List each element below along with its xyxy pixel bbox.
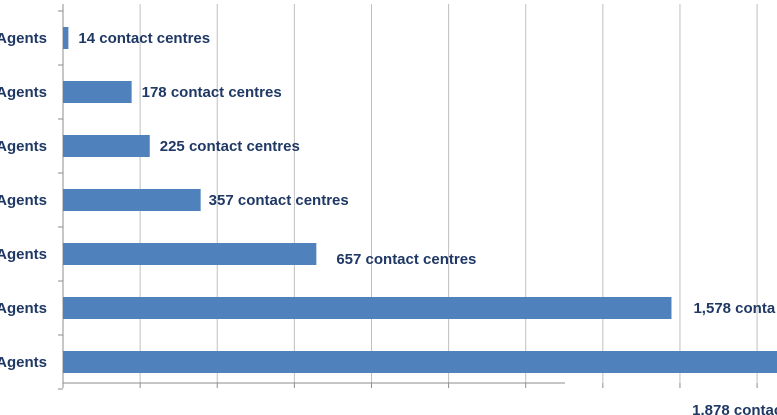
- data-label: 14 contact centres: [78, 30, 210, 47]
- data-label: 657 contact centres: [336, 251, 476, 268]
- bar: [63, 243, 317, 265]
- bar: [63, 351, 777, 373]
- category-label: Agents: [0, 192, 47, 209]
- data-label: 1,578 conta: [693, 300, 775, 317]
- labels: Agents 14 contact centres Agents 178 contac…: [0, 30, 777, 415]
- bar: [63, 297, 672, 319]
- category-label: Agents: [0, 30, 47, 47]
- bars: [63, 27, 777, 373]
- gridlines: [58, 4, 758, 390]
- bar: [63, 81, 132, 103]
- data-label: 225 contact centres: [160, 138, 300, 155]
- bar: [63, 27, 69, 49]
- category-label: Agents: [0, 84, 47, 101]
- data-label: 1,878 contac: [692, 402, 777, 415]
- category-label: Agents: [0, 300, 47, 317]
- category-label: Agents: [0, 138, 47, 155]
- bar: [63, 135, 150, 157]
- bar: [63, 189, 201, 211]
- category-label: Agents: [0, 246, 47, 263]
- data-label: 178 contact centres: [142, 84, 282, 101]
- data-label: 357 contact centres: [209, 192, 349, 209]
- category-label: Agents: [0, 354, 47, 371]
